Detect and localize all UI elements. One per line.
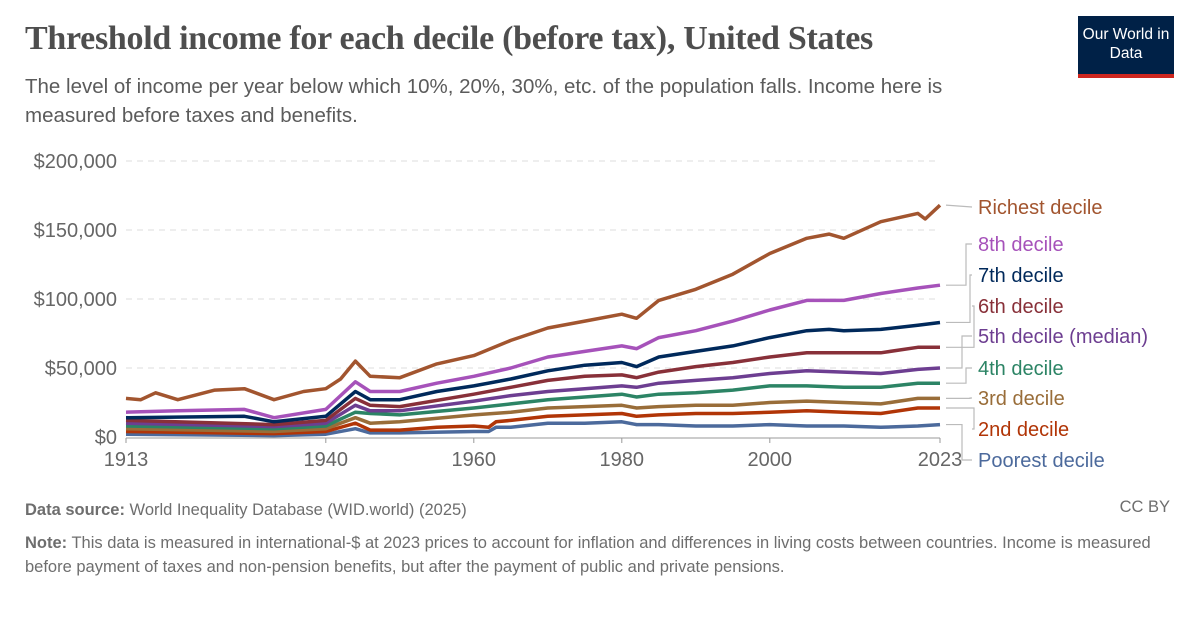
- y-tick-label: $0: [95, 427, 117, 449]
- y-tick-label: $150,000: [34, 220, 117, 242]
- label-connector: [946, 407, 975, 430]
- x-tick-label: 1913: [104, 449, 149, 471]
- chart-subtitle: The level of income per year below which…: [25, 75, 943, 127]
- chart-title: Threshold income for each decile (before…: [25, 20, 873, 57]
- source-text[interactable]: World Inequality Database (WID.world) (2…: [129, 501, 467, 519]
- series-label: 2nd decile: [978, 419, 1069, 441]
- owid-logo[interactable]: Our World in Data: [1078, 16, 1174, 78]
- source-label: Data source:: [25, 501, 125, 519]
- line-chart: $0 $50,000 $100,000 $150,000 $200,000 1913 194…: [34, 151, 1149, 472]
- label-connector: [946, 335, 972, 369]
- series-line: [125, 283, 941, 420]
- y-tick-label: $100,000: [34, 289, 117, 311]
- note-text: This data is measured in international-$…: [25, 534, 1151, 576]
- series-label: 4th decile: [978, 358, 1064, 380]
- label-connector: [946, 367, 972, 384]
- series-line: [125, 396, 940, 434]
- series-label: 6th decile: [978, 296, 1064, 318]
- series-line: [125, 420, 941, 438]
- label-connector: [946, 243, 972, 286]
- series-line: [125, 406, 940, 436]
- series-line: [125, 345, 940, 427]
- label-connector: [946, 274, 972, 324]
- license[interactable]: CC BY: [1119, 498, 1170, 516]
- data-source: Data source: World Inequality Database (…: [25, 498, 467, 522]
- series-label: Poorest decile: [978, 450, 1105, 472]
- x-tick-label: 1980: [600, 449, 645, 471]
- x-tick-label: 2000: [748, 449, 793, 471]
- label-connector: [946, 305, 975, 348]
- series-line: [125, 320, 941, 424]
- series-label: 8th decile: [978, 234, 1064, 256]
- series-label: 5th decile (median): [978, 326, 1148, 348]
- y-tick-label: $50,000: [45, 358, 117, 380]
- note-label: Note:: [25, 534, 68, 552]
- x-tick-label: 1940: [304, 449, 349, 471]
- logo-text: Our World in Data: [1082, 26, 1170, 62]
- y-tick-label: $200,000: [34, 151, 117, 173]
- series-line: [125, 381, 940, 431]
- series-line: [125, 203, 942, 402]
- series-label: Richest decile: [978, 197, 1103, 219]
- note: Note: This data is measured in internati…: [25, 531, 1175, 579]
- series-label: 3rd decile: [978, 388, 1065, 410]
- x-tick-label: 2023: [918, 449, 963, 471]
- x-tick-label: 1960: [452, 449, 497, 471]
- label-connector: [945, 204, 973, 208]
- series-label: 7th decile: [978, 265, 1064, 287]
- label-connector: [946, 423, 972, 461]
- series-line: [125, 366, 941, 429]
